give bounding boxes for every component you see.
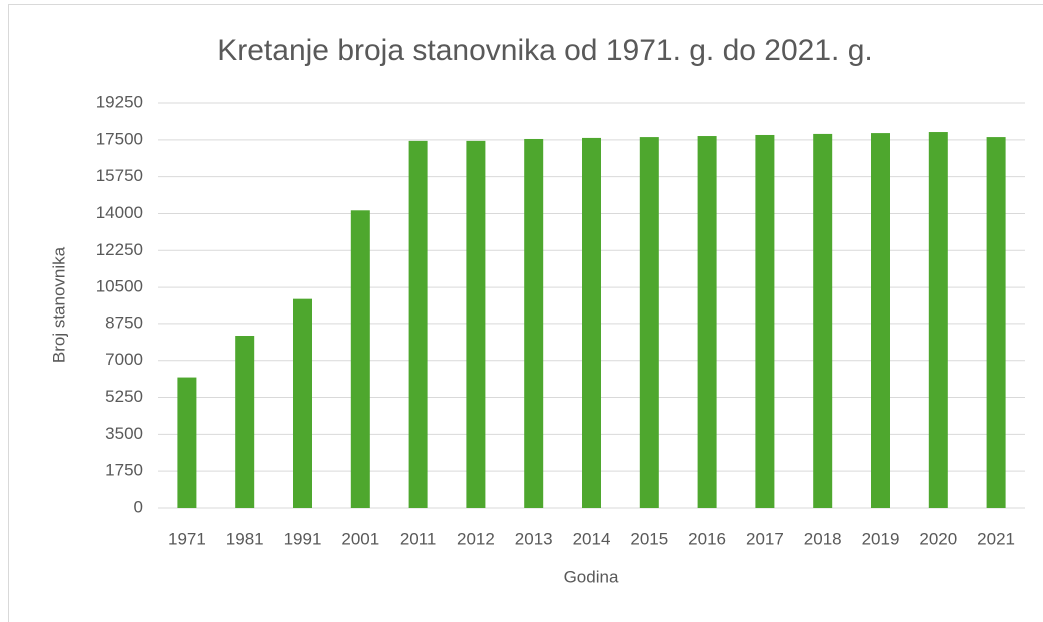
y-tick-label: 14000 — [96, 203, 143, 222]
bar — [697, 136, 717, 508]
x-tick-label: 1981 — [226, 529, 264, 548]
bar — [524, 138, 544, 508]
chart-frame — [8, 4, 1043, 622]
x-tick-label: 2012 — [457, 529, 495, 548]
bar — [813, 133, 833, 508]
bar — [928, 132, 948, 509]
x-tick-label: 2018 — [804, 529, 842, 548]
y-tick-label: 0 — [134, 497, 143, 516]
y-tick-label: 12250 — [96, 240, 143, 259]
y-tick-label: 3500 — [105, 424, 143, 443]
x-tick-label: 2017 — [746, 529, 784, 548]
y-tick-label: 1750 — [105, 461, 143, 480]
x-tick-label: 1971 — [168, 529, 206, 548]
x-tick-label: 2013 — [515, 529, 553, 548]
y-axis-label: Broj stanovnika — [49, 246, 68, 363]
x-tick-label: 2014 — [573, 529, 611, 548]
x-tick-label: 2001 — [341, 529, 379, 548]
bar — [350, 210, 370, 508]
bar — [582, 137, 601, 508]
bar — [408, 140, 428, 509]
y-tick-label: 5250 — [105, 387, 143, 406]
bar — [293, 298, 312, 508]
chart-title: Kretanje broja stanovnika od 1971. g. do… — [217, 34, 872, 67]
y-tick-label: 8750 — [105, 313, 143, 332]
bar — [177, 377, 197, 508]
bar — [235, 336, 255, 508]
y-tick-label: 19250 — [96, 92, 143, 111]
bar — [755, 134, 775, 508]
bar — [986, 137, 1006, 508]
x-axis-label: Godina — [564, 567, 619, 586]
y-tick-label: 7000 — [105, 350, 143, 369]
x-tick-label: 2021 — [977, 529, 1015, 548]
y-tick-label: 17500 — [96, 129, 143, 148]
y-tick-label: 10500 — [96, 277, 143, 296]
x-tick-label: 2011 — [400, 529, 437, 548]
y-tick-label: 15750 — [96, 166, 143, 185]
bar — [466, 140, 486, 509]
x-tick-label: 2020 — [919, 529, 957, 548]
bar — [639, 137, 659, 508]
bar — [871, 133, 890, 509]
x-tick-label: 2019 — [862, 529, 900, 548]
x-tick-label: 1991 — [284, 529, 322, 548]
x-tick-label: 2016 — [688, 529, 726, 548]
x-tick-label: 2015 — [630, 529, 668, 548]
